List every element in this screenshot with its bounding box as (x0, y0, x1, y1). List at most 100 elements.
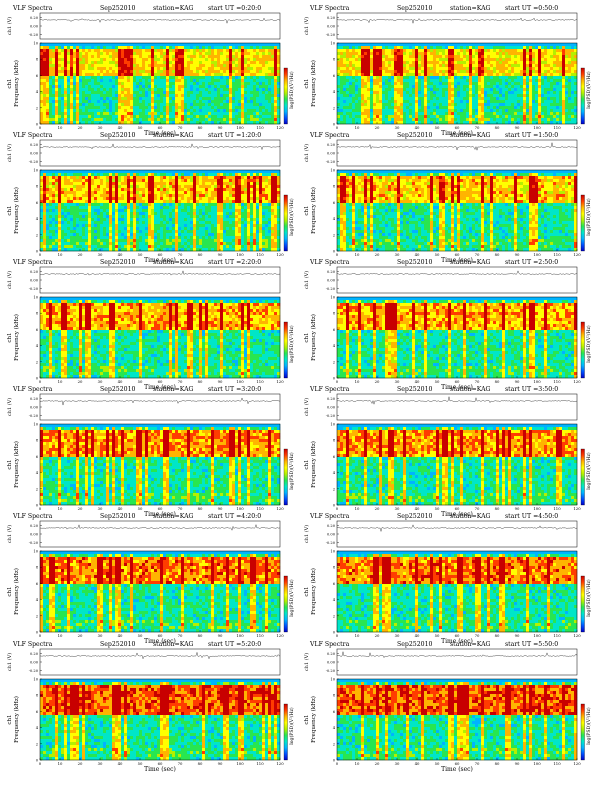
time-tick-label: 110 (553, 125, 561, 130)
spectrogram-cell (505, 46, 508, 49)
spectrogram-cell (64, 52, 67, 55)
spectrogram-cell (517, 115, 520, 118)
spectrogram-cell (196, 94, 199, 97)
spectrogram-cell (358, 76, 361, 79)
spectrogram-cell (538, 79, 541, 82)
spectrogram-cell (415, 43, 418, 46)
spectrogram-cell (187, 73, 190, 76)
spectrogram-cell (394, 88, 397, 91)
spectrogram-cell (73, 115, 76, 118)
spectrogram-cell (112, 85, 115, 88)
spectrogram-cell (43, 236, 46, 239)
spectrogram-cell (40, 49, 43, 52)
spectrogram-cell (457, 94, 460, 97)
spectrogram-cell (520, 91, 523, 94)
spectrogram-cell (268, 112, 271, 115)
spectrogram-cell (466, 94, 469, 97)
spectrogram-cell (475, 118, 478, 121)
spectrogram-cell (463, 64, 466, 67)
spectrogram-cell (64, 239, 67, 242)
spectrogram-cell (445, 70, 448, 73)
spectrogram-cell (367, 100, 370, 103)
spectrogram-cell (52, 118, 55, 121)
spectrogram-cell (262, 67, 265, 70)
spectrogram-cell (172, 97, 175, 100)
spectrogram-cell (199, 121, 202, 124)
spectrogram-cell (172, 85, 175, 88)
spectrogram-cell (157, 70, 160, 73)
spectrogram-cell (364, 43, 367, 46)
spectrogram-cell (100, 91, 103, 94)
spectrogram-cell (187, 43, 190, 46)
spectrogram-cell (118, 67, 121, 70)
spectrogram-cell (79, 76, 82, 79)
spectrogram-cell (412, 70, 415, 73)
spectrogram-cell (439, 121, 442, 124)
spectrogram-cell (508, 115, 511, 118)
spectrogram-cell (61, 236, 64, 239)
spectrogram-cell (436, 85, 439, 88)
spectrogram-cell (169, 73, 172, 76)
spectrogram-cell (262, 70, 265, 73)
spectrogram-cell (370, 70, 373, 73)
spectrogram-cell (337, 61, 340, 64)
spectrogram-cell (124, 106, 127, 109)
spectrogram-cell (238, 109, 241, 112)
spectrogram-cell (454, 91, 457, 94)
spectrogram-cell (193, 52, 196, 55)
spectrogram-cell (202, 103, 205, 106)
spectrogram-cell (169, 106, 172, 109)
spectrogram-cell (73, 49, 76, 52)
spectrogram-cell (544, 91, 547, 94)
spectrogram-cell (508, 73, 511, 76)
spectrogram-cell (64, 245, 67, 248)
spectrogram-cell (376, 79, 379, 82)
spectrogram-cell (337, 97, 340, 100)
spectrogram-cell (157, 109, 160, 112)
spectrogram-cell (52, 224, 55, 227)
spectrogram-cell (508, 109, 511, 112)
spectrogram-cell (433, 79, 436, 82)
spectrogram-cell (382, 85, 385, 88)
spectrogram-cell (379, 85, 382, 88)
spectrogram-cell (493, 82, 496, 85)
spectrogram-cell (223, 88, 226, 91)
spectrogram-cell (97, 248, 100, 251)
spectrogram-cell (478, 76, 481, 79)
spectrogram-cell (46, 100, 49, 103)
spectrogram-cell (535, 103, 538, 106)
spectrogram-cell (139, 97, 142, 100)
spectrogram-cell (151, 97, 154, 100)
spectrogram-cell (55, 121, 58, 124)
spectrogram-cell (64, 209, 67, 212)
spectrogram-cell (169, 58, 172, 61)
spectrogram-cell (262, 79, 265, 82)
spectrogram-cell (388, 118, 391, 121)
spectrogram-cell (394, 79, 397, 82)
spectrogram-cell (55, 239, 58, 242)
spectrogram-cell (508, 55, 511, 58)
spectrogram-cell (262, 55, 265, 58)
spectrogram-cell (193, 70, 196, 73)
spectrogram-cell (523, 46, 526, 49)
spectrogram-cell (274, 85, 277, 88)
spectrogram-cell (472, 49, 475, 52)
spectrogram-cell (226, 97, 229, 100)
spectrogram-cell (277, 97, 280, 100)
spectrogram-cell (100, 49, 103, 52)
spectrogram-cell (361, 112, 364, 115)
spectrogram-cell (496, 67, 499, 70)
frequency-axis-label: Frequency (kHz) (13, 60, 20, 107)
spectrogram-cell (454, 85, 457, 88)
spectrogram-cell (163, 100, 166, 103)
spectrogram-cell (76, 43, 79, 46)
spectrogram-cell (484, 103, 487, 106)
spectrogram-cell (262, 118, 265, 121)
spectrogram-cell (94, 200, 97, 203)
spectrogram-cell (487, 88, 490, 91)
spectrogram-cell (367, 97, 370, 100)
spectrogram-cell (490, 88, 493, 91)
spectrogram-cell (103, 82, 106, 85)
spectrogram-cell (469, 64, 472, 67)
spectrogram-cell (571, 106, 574, 109)
